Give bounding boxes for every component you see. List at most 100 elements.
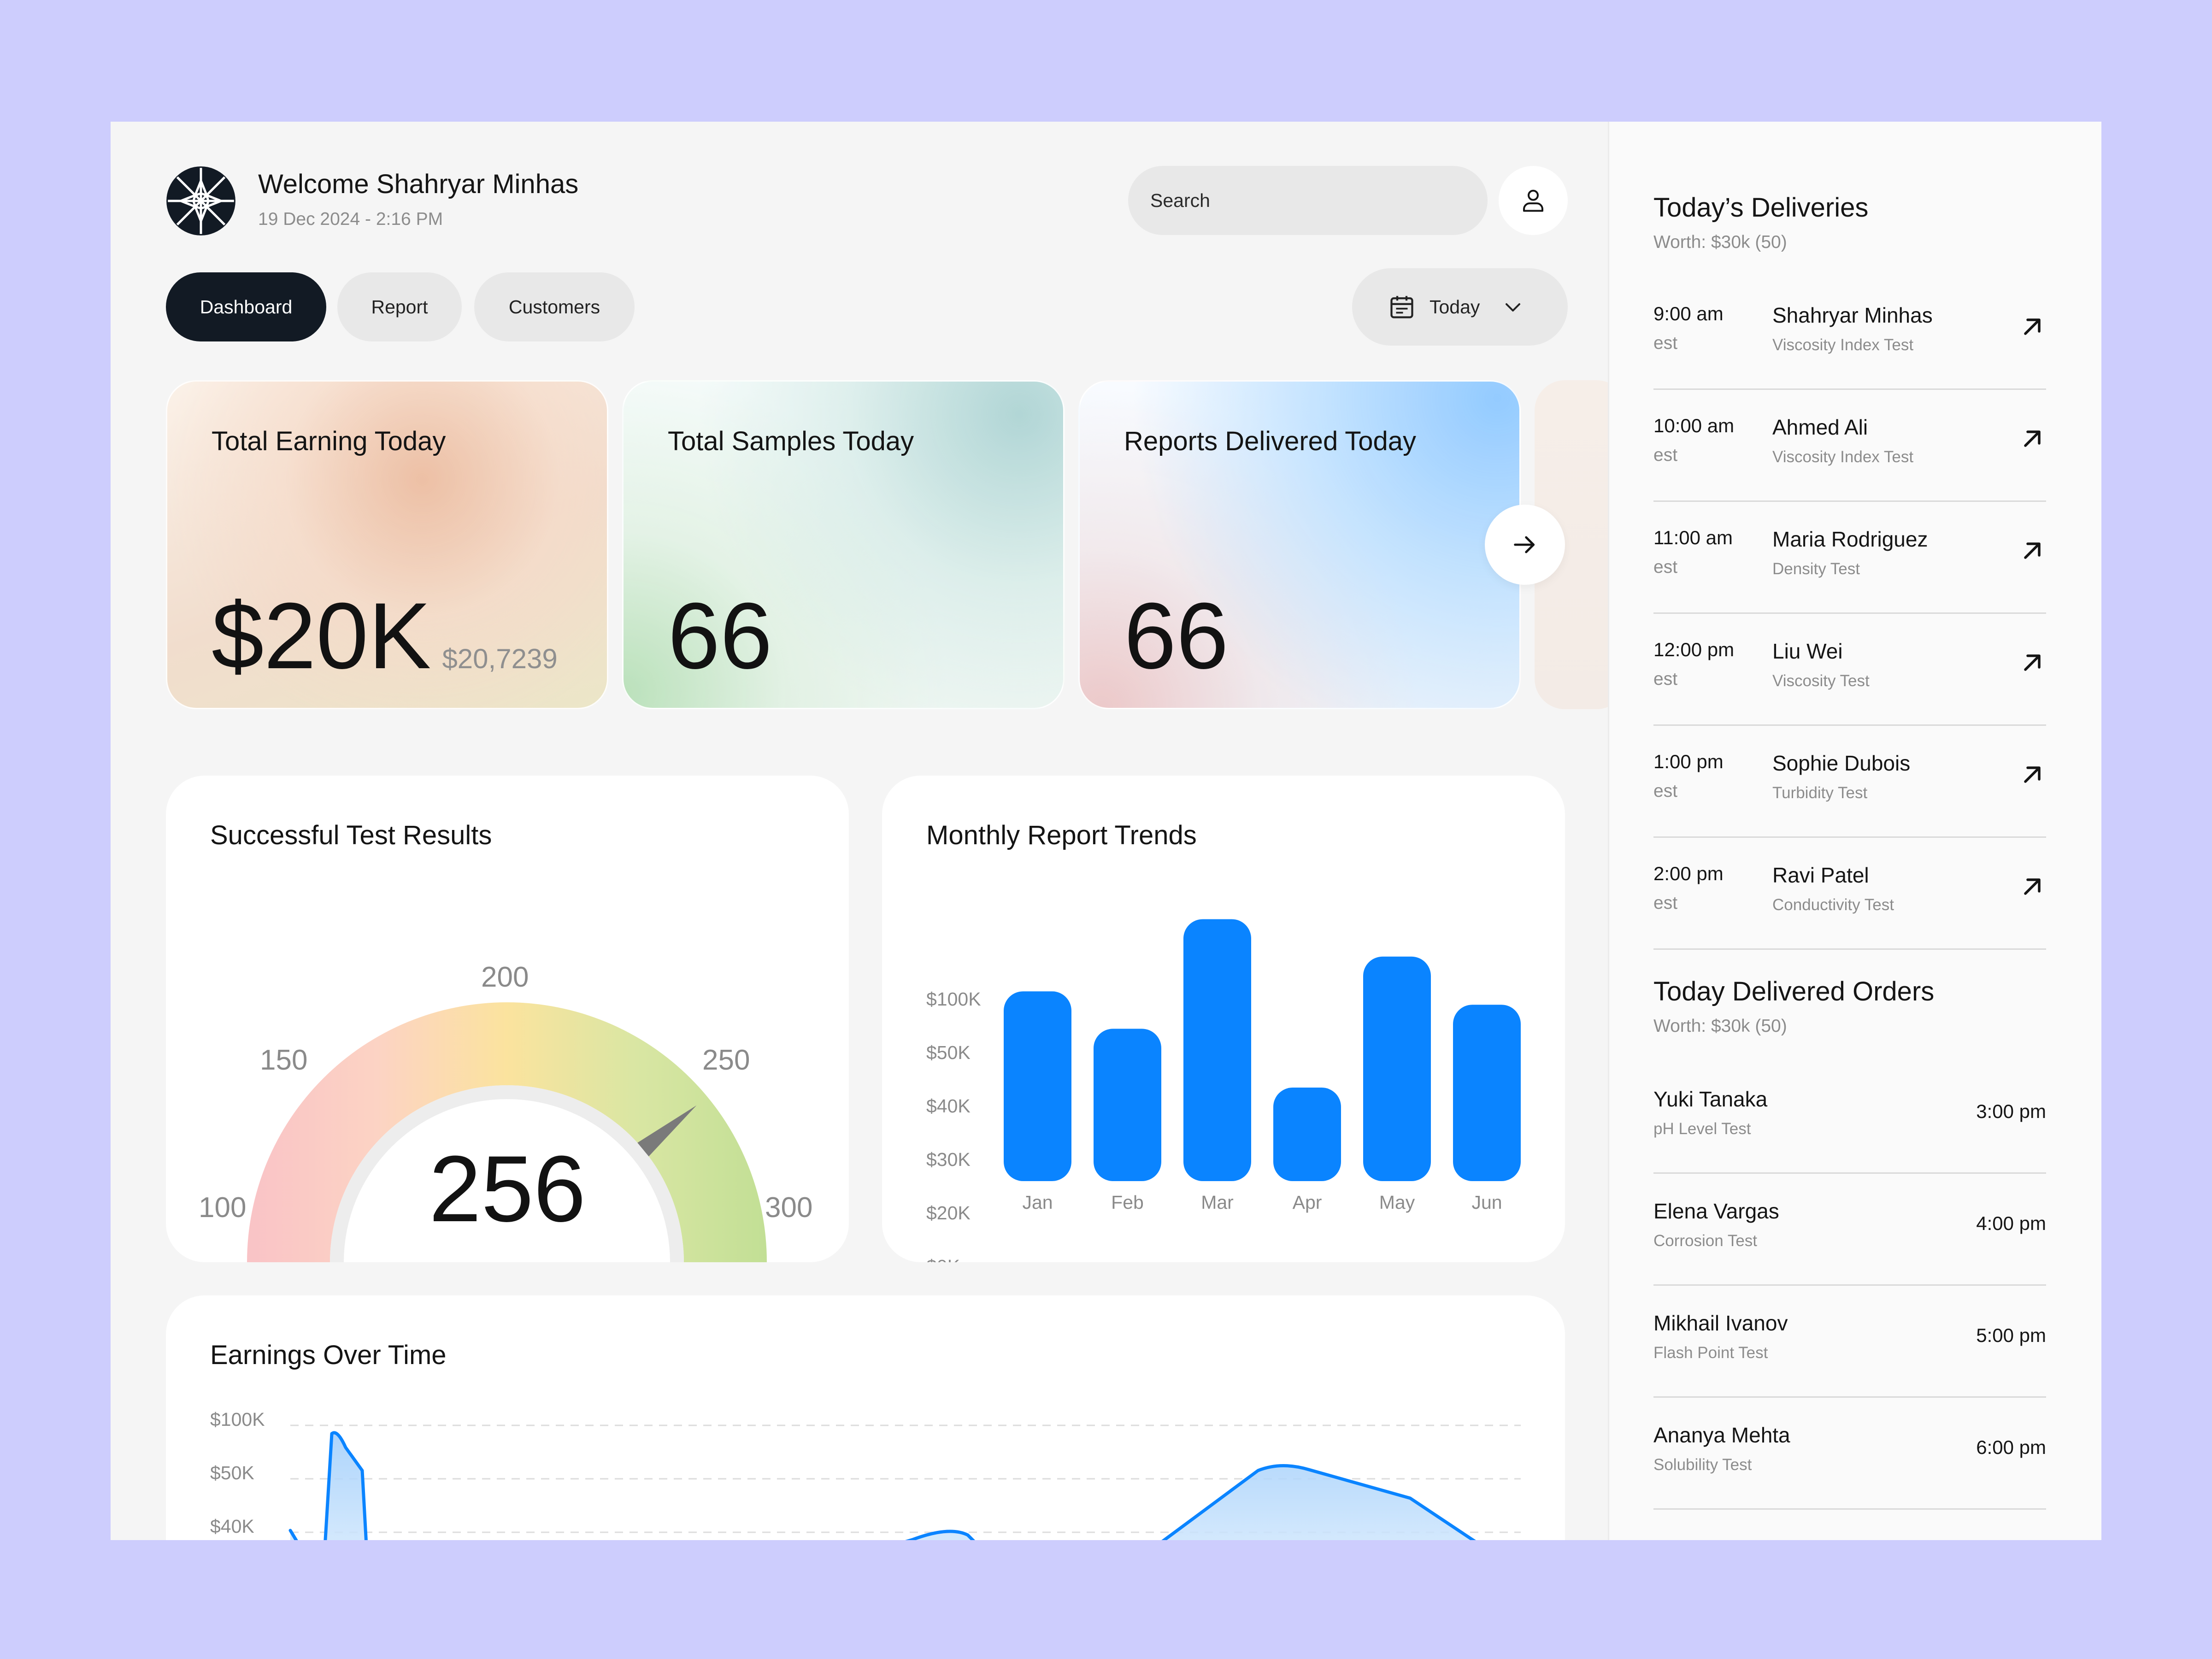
order-time: 4:00 pm	[1976, 1212, 2046, 1234]
tab-customers[interactable]: Customers	[474, 272, 635, 341]
tab-dashboard[interactable]: Dashboard	[166, 272, 326, 341]
stat-value-main: $20K	[212, 583, 431, 688]
panel-title: Monthly Report Trends	[926, 820, 1197, 850]
x-tick-label: Feb	[1111, 1192, 1144, 1213]
x-tick-label: Apr	[1293, 1192, 1322, 1213]
order-item[interactable]: Ananya Mehta Solubility Test 6:00 pm	[1653, 1398, 2046, 1510]
y-tick-label: $40K	[210, 1516, 254, 1537]
bar-may[interactable]	[1363, 956, 1431, 1181]
order-item[interactable]: Yuki Tanaka pH Level Test 3:00 pm	[1653, 1062, 2046, 1174]
orders-title: Today Delivered Orders	[1653, 977, 1935, 1006]
x-tick-label: Jun	[1471, 1192, 1502, 1213]
arrow-up-right-icon[interactable]	[2018, 537, 2046, 565]
delivery-customer: Shahryar Minhas	[1772, 303, 1933, 327]
tab-report[interactable]: Report	[337, 272, 462, 341]
bar-jun[interactable]	[1453, 1005, 1521, 1181]
delivery-customer: Sophie Dubois	[1772, 751, 1911, 775]
delivery-time: 12:00 pm	[1653, 639, 1735, 660]
date-filter-label: Today	[1430, 296, 1480, 318]
date-filter-dropdown[interactable]: Today	[1352, 268, 1568, 346]
delivery-item[interactable]: 10:00 am est Ahmed Ali Viscosity Index Test	[1653, 390, 2046, 502]
order-time: 3:00 pm	[1976, 1100, 2046, 1122]
delivery-time: 9:00 am	[1653, 303, 1724, 324]
delivery-item[interactable]: 9:00 am est Shahryar Minhas Viscosity Index…	[1653, 278, 2046, 390]
y-tick-label: $20K	[926, 1202, 971, 1224]
delivery-item[interactable]: 12:00 pm est Liu Wei Viscosity Test	[1653, 614, 2046, 726]
gauge-tick: 100	[199, 1192, 247, 1224]
arrow-up-right-icon[interactable]	[2018, 649, 2046, 677]
order-test: Flash Point Test	[1653, 1344, 1768, 1362]
gauge-tick: 300	[765, 1192, 813, 1224]
x-tick-label: May	[1379, 1192, 1415, 1213]
main-content: Welcome Shahryar Minhas 19 Dec 2024 - 2:…	[111, 122, 1627, 1540]
next-cards-button[interactable]	[1485, 505, 1565, 585]
gauge-tick: 200	[481, 961, 529, 993]
y-tick-label: $50K	[210, 1462, 254, 1483]
delivery-customer: Ravi Patel	[1772, 863, 1869, 887]
order-item[interactable]: Mikhail Ivanov Flash Point Test 5:00 pm	[1653, 1286, 2046, 1398]
orders-worth: Worth: $30k (50)	[1653, 1016, 1787, 1036]
delivery-timezone: est	[1653, 557, 1678, 577]
y-tick-label: $40K	[926, 1095, 971, 1117]
arrow-up-right-icon[interactable]	[2018, 873, 2046, 900]
delivery-item[interactable]: 11:00 am est Maria Rodriguez Density Test	[1653, 502, 2046, 614]
delivery-item[interactable]: 2:00 pm est Ravi Patel Conductivity Test	[1653, 838, 2046, 950]
deliveries-worth: Worth: $30k (50)	[1653, 232, 1787, 252]
stat-value: 66	[668, 583, 772, 688]
arrow-up-right-icon[interactable]	[2018, 761, 2046, 788]
order-customer: Mikhail Ivanov	[1653, 1311, 1788, 1335]
order-time: 6:00 pm	[1976, 1436, 2046, 1458]
stat-title: Reports Delivered Today	[1124, 426, 1417, 456]
delivery-test: Density Test	[1772, 560, 1860, 578]
monthly-report-trends-panel: Monthly Report Trends $100K $50K $40K $3…	[882, 776, 1565, 1262]
y-tick-label: $0K	[926, 1256, 960, 1262]
search-input[interactable]: Search	[1128, 166, 1488, 235]
calendar-icon	[1390, 296, 1413, 318]
stat-title: Total Samples Today	[668, 426, 914, 456]
x-tick-label: Mar	[1201, 1192, 1234, 1213]
welcome-title: Welcome Shahryar Minhas	[258, 169, 579, 199]
order-customer: Yuki Tanaka	[1653, 1087, 1768, 1111]
delivery-time: 11:00 am	[1653, 527, 1733, 548]
bar-apr[interactable]	[1273, 1088, 1341, 1181]
gauge-value: 256	[429, 1136, 586, 1241]
delivery-customer: Ahmed Ali	[1772, 415, 1868, 439]
arrow-up-right-icon[interactable]	[2018, 313, 2046, 341]
order-time: 5:00 pm	[1976, 1324, 2046, 1346]
chevron-down-icon	[1506, 303, 1521, 312]
earnings-line	[288, 1431, 1476, 1540]
earnings-area-chart	[288, 1424, 1521, 1540]
stat-card-reports: Reports Delivered Today 66	[1078, 380, 1521, 709]
x-tick-label: Jan	[1022, 1192, 1053, 1213]
y-tick-label: $30K	[926, 1149, 971, 1170]
delivery-time: 1:00 pm	[1653, 751, 1724, 772]
stat-value: 66	[1124, 583, 1229, 688]
delivery-timezone: est	[1653, 445, 1678, 465]
bar-chart: Jan Feb Mar Apr May Jun	[1004, 919, 1521, 1213]
user-profile-button[interactable]	[1499, 166, 1568, 235]
app-window: Welcome Shahryar Minhas 19 Dec 2024 - 2:…	[111, 122, 2101, 1540]
delivery-test: Conductivity Test	[1772, 896, 1894, 914]
deliveries-title: Today’s Deliveries	[1653, 193, 1869, 223]
delivery-timezone: est	[1653, 669, 1678, 689]
successful-tests-panel: Successful Test Results 100 150	[166, 776, 849, 1262]
y-tick-label: $50K	[926, 1042, 971, 1063]
bar-feb[interactable]	[1094, 1029, 1161, 1181]
delivery-timezone: est	[1653, 893, 1678, 913]
delivery-test: Viscosity Index Test	[1772, 336, 1914, 354]
bar-jan[interactable]	[1004, 991, 1071, 1181]
bar-mar[interactable]	[1183, 919, 1251, 1181]
delivery-item[interactable]: 1:00 pm est Sophie Dubois Turbidity Test	[1653, 726, 2046, 838]
gauge-chart	[247, 1002, 767, 1262]
stat-card-samples: Total Samples Today 66	[622, 380, 1065, 709]
order-item[interactable]: Elena Vargas Corrosion Test 4:00 pm	[1653, 1174, 2046, 1286]
arrow-up-right-icon[interactable]	[2018, 425, 2046, 453]
gauge-inner-face	[344, 1099, 670, 1262]
stat-value: $20K $20,7239	[212, 582, 558, 690]
stat-title: Total Earning Today	[212, 426, 446, 456]
gauge-tick: 250	[702, 1044, 750, 1076]
side-panel: Today’s Deliveries Worth: $30k (50) 9:00…	[1608, 122, 2101, 1540]
delivery-timezone: est	[1653, 781, 1678, 801]
gauge-tick: 150	[260, 1044, 308, 1076]
panel-title: Earnings Over Time	[210, 1340, 447, 1370]
